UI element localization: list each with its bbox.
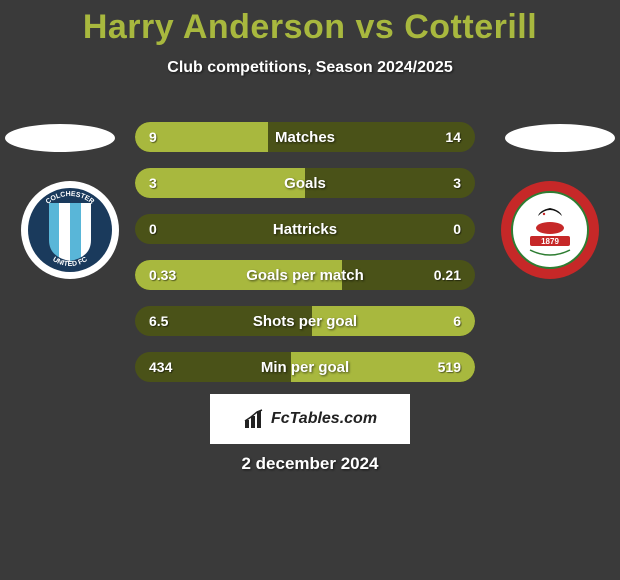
bars-icon: [243, 408, 265, 430]
comparison-infographic: Harry Anderson vs Cotterill Club competi…: [0, 0, 620, 580]
stat-value-right: 14: [445, 129, 461, 145]
stat-value-right: 3: [453, 175, 461, 191]
stat-row: 434Min per goal519: [135, 352, 475, 382]
club-crest-right: 1879: [500, 180, 600, 280]
stat-value-right: 0: [453, 221, 461, 237]
stat-label: Goals: [135, 175, 475, 192]
svg-text:1879: 1879: [541, 237, 559, 246]
stat-value-right: 0.21: [434, 267, 461, 283]
stat-label: Matches: [135, 129, 475, 146]
stat-value-right: 519: [438, 359, 461, 375]
stats-panel: 9Matches14 3Goals3 0Hattricks0 0.33Goals pe…: [135, 122, 475, 398]
page-title: Harry Anderson vs Cotterill: [0, 0, 620, 47]
swindon-crest-icon: 1879: [500, 180, 600, 280]
stat-row: 3Goals3: [135, 168, 475, 198]
stat-value-right: 6: [453, 313, 461, 329]
stat-row: 6.5Shots per goal6: [135, 306, 475, 336]
brand-badge: FcTables.com: [210, 394, 410, 444]
stat-row: 0.33Goals per match0.21: [135, 260, 475, 290]
stat-row: 9Matches14: [135, 122, 475, 152]
stat-label: Min per goal: [135, 359, 475, 376]
brand-text: FcTables.com: [271, 410, 377, 428]
player-shadow-right: [505, 124, 615, 152]
club-crest-left: COLCHESTER UNITED FC: [20, 180, 120, 280]
colchester-crest-icon: COLCHESTER UNITED FC: [20, 180, 120, 280]
subtitle: Club competitions, Season 2024/2025: [0, 59, 620, 77]
player-shadow-left: [5, 124, 115, 152]
stat-label: Goals per match: [135, 267, 475, 284]
stat-row: 0Hattricks0: [135, 214, 475, 244]
date-text: 2 december 2024: [0, 454, 620, 474]
stat-label: Shots per goal: [135, 313, 475, 330]
stat-label: Hattricks: [135, 221, 475, 238]
